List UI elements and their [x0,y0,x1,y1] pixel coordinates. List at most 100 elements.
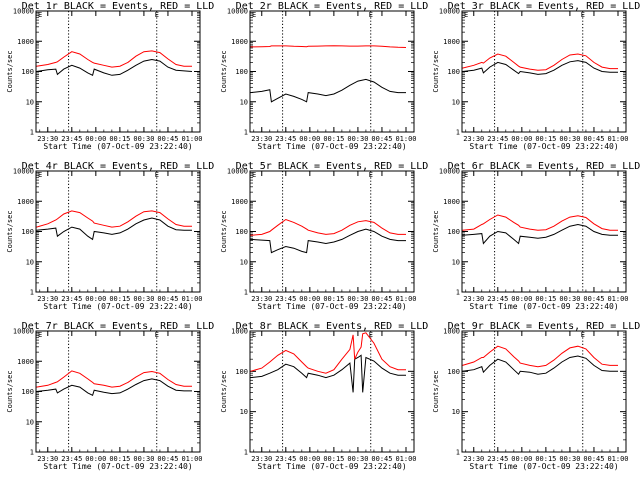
lld-series-line [250,332,406,374]
event-marker-label: E [369,11,373,19]
x-tick-label: 00:30 [347,295,368,303]
x-tick-label: 00:45 [583,135,604,143]
x-tick-label: 00:45 [583,455,604,463]
x-tick-label: 23:45 [487,295,508,303]
y-tick-label: 10000 [13,8,34,16]
x-tick-label: 00:00 [85,135,106,143]
event-marker-label: E [38,331,42,339]
plot-frame [249,10,415,133]
x-tick-label: 00:15 [109,295,130,303]
plot-frame [461,170,627,293]
x-tick-label: 00:15 [109,135,130,143]
y-tick-label: 10 [240,408,248,416]
x-tick-label: 23:30 [463,455,484,463]
y-tick-label: 1000 [17,38,34,46]
x-tick-label: 01:00 [395,135,416,143]
lld-series-line [250,45,407,48]
y-axis-label: Counts/sec [220,210,228,252]
event-marker-label: E [38,11,42,19]
panel-title: Det 6r BLACK = Events, RED = LLD [448,161,640,172]
plot-frame [249,170,415,293]
event-marker-label: E [581,11,585,19]
panel-9: Det 9r BLACK = Events, RED = LLD 1 10 100 10… [432,321,640,471]
x-tick-label: 01:00 [181,455,202,463]
y-tick-label: 1000 [443,198,460,206]
event-marker-label: E [581,331,585,339]
panel-title: Det 3r BLACK = Events, RED = LLD [448,1,640,12]
event-marker-label: E [252,331,256,339]
y-tick-label: 10 [452,258,460,266]
events-series-line [462,60,618,75]
y-tick-label: 10000 [227,8,248,16]
y-axis-label: Counts/sec [220,370,228,412]
y-tick-label: 100 [447,68,460,76]
lld-series-line [36,210,192,228]
y-tick-label: 10 [452,98,460,106]
event-marker-label: E [581,171,585,179]
y-tick-label: 100 [447,368,460,376]
x-tick-label: 00:30 [559,455,580,463]
panel-title: Det 2r BLACK = Events, RED = LLD [236,1,429,12]
x-tick-label: 01:00 [181,135,202,143]
x-tick-label: 00:45 [157,455,178,463]
x-axis-label: Start Time (07-Oct-09 23:22:40) [469,462,618,471]
y-tick-label: 1000 [17,358,34,366]
x-tick-label: 00:15 [535,455,556,463]
lld-series-line [250,218,406,236]
events-series-line [250,354,406,393]
events-series-line [36,217,192,241]
events-series-line [36,378,192,397]
events-series-line [250,228,406,254]
y-axis-label: Counts/sec [6,50,14,92]
panel-4: Det 4r BLACK = Events, RED = LLD 1 10 100 10… [6,161,214,311]
plot-frame [461,330,627,453]
panel-3: Det 3r BLACK = Events, RED = LLD 1 10 100 10… [432,1,640,151]
x-tick-label: 01:00 [395,455,416,463]
y-axis-label: Counts/sec [6,370,14,412]
y-tick-label: 100 [21,68,34,76]
x-tick-label: 00:15 [535,295,556,303]
y-tick-label: 1000 [231,328,248,336]
y-tick-label: 1 [244,289,248,297]
x-axis-label: Start Time (07-Oct-09 23:22:40) [43,302,192,311]
y-axis-label: Counts/sec [432,370,440,412]
y-tick-label: 100 [21,228,34,236]
x-tick-label: 23:45 [61,135,82,143]
x-tick-label: 00:45 [371,455,392,463]
x-tick-label: 01:00 [607,455,628,463]
x-tick-label: 01:00 [607,135,628,143]
x-tick-label: 00:15 [109,455,130,463]
panel-title: Det 8r BLACK = Events, RED = LLD [236,321,429,332]
y-tick-label: 10 [240,98,248,106]
y-tick-label: 1 [456,289,460,297]
panel-6: Det 6r BLACK = Events, RED = LLD 1 10 100 10… [432,161,640,311]
x-tick-label: 00:15 [323,455,344,463]
x-tick-label: 00:45 [157,295,178,303]
y-tick-label: 1000 [443,328,460,336]
x-tick-label: 00:30 [347,135,368,143]
event-marker-label: E [155,331,159,339]
x-tick-label: 23:45 [275,455,296,463]
y-tick-label: 10 [26,258,34,266]
x-tick-label: 23:45 [61,295,82,303]
x-tick-label: 00:00 [299,455,320,463]
x-tick-label: 01:00 [395,295,416,303]
plot-frame [35,170,201,293]
y-axis-label: Counts/sec [220,50,228,92]
event-marker-label: E [464,171,468,179]
x-tick-label: 00:15 [323,295,344,303]
y-tick-label: 10000 [439,8,460,16]
x-tick-label: 23:30 [37,455,58,463]
event-marker-label: E [369,171,373,179]
x-tick-label: 23:30 [463,295,484,303]
y-tick-label: 10000 [227,168,248,176]
x-tick-label: 00:30 [133,455,154,463]
x-tick-label: 00:30 [347,455,368,463]
y-tick-label: 1000 [231,38,248,46]
x-tick-label: 00:30 [133,135,154,143]
x-tick-label: 00:00 [511,295,532,303]
event-marker-label: E [369,331,373,339]
panel-title: Det 9r BLACK = Events, RED = LLD [448,321,640,332]
x-axis-label: Start Time (07-Oct-09 23:22:40) [43,462,192,471]
